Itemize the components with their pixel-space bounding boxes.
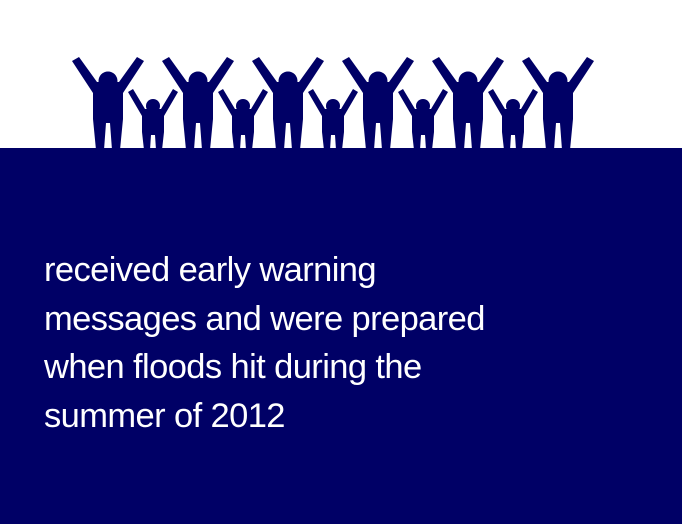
people-cheering-icon	[72, 57, 594, 150]
message-line: messages and were prepared	[44, 299, 485, 338]
adult-figure-icon	[522, 57, 594, 150]
child-figure-icon	[488, 89, 538, 150]
adult-figure-icon	[342, 57, 414, 150]
message-panel	[0, 148, 682, 524]
message-text: received early warning messages and were…	[44, 246, 644, 440]
adult-figure-icon	[72, 57, 144, 150]
child-figure-icon	[398, 89, 448, 150]
message-line: summer of 2012	[44, 396, 285, 435]
child-figure-icon	[218, 89, 268, 150]
child-figure-icon	[128, 89, 178, 150]
adult-figure-icon	[162, 57, 234, 150]
child-figure-icon	[308, 89, 358, 150]
adult-figure-icon	[252, 57, 324, 150]
message-line: when floods hit during the	[44, 348, 422, 386]
adult-figure-icon	[432, 57, 504, 150]
message-line: received early warning	[44, 251, 377, 289]
